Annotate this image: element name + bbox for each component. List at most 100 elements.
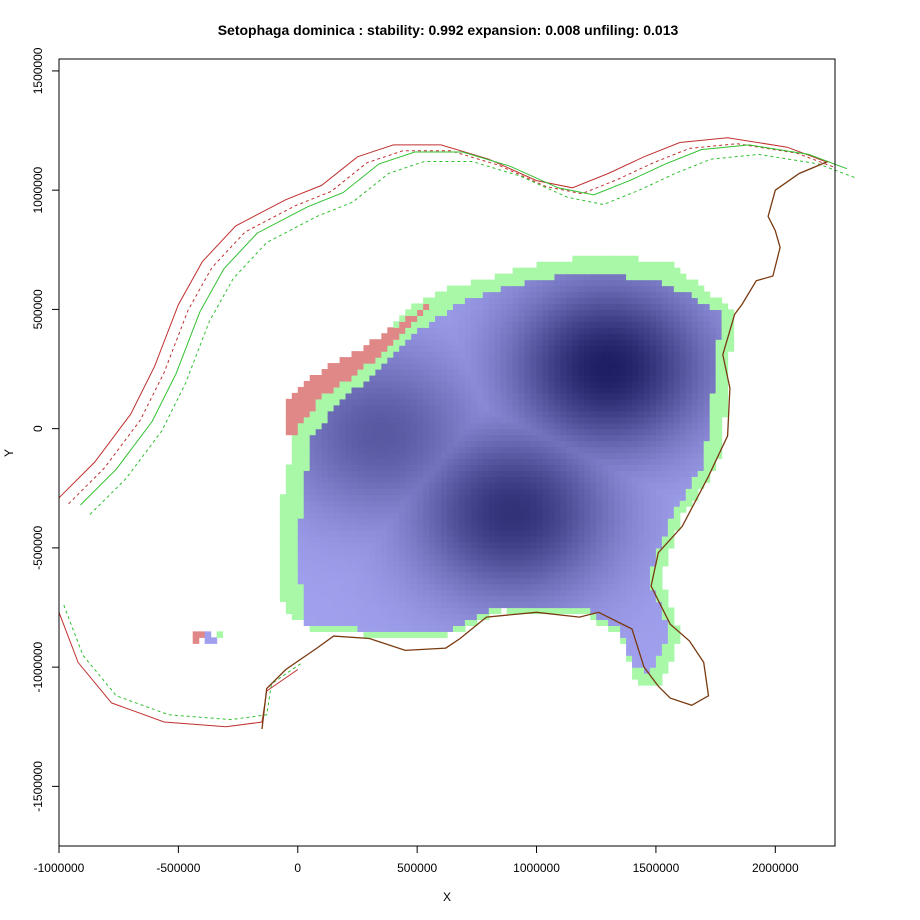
stability-cell (661, 512, 669, 519)
expansion-cell (727, 333, 735, 340)
stability-cell (351, 571, 359, 579)
stability-cell (530, 565, 538, 573)
expansion-cell (614, 255, 621, 263)
stability-cell (643, 619, 651, 627)
stability-cell (327, 428, 335, 436)
stability-cell (572, 559, 579, 567)
stability-cell (500, 410, 508, 418)
stability-cell (584, 297, 591, 305)
expansion-cell (655, 571, 663, 579)
expansion-cell (632, 255, 639, 263)
stability-cell (464, 518, 472, 525)
expansion-cell (297, 607, 305, 615)
unfilling-cell (303, 404, 311, 412)
stability-cell (333, 488, 341, 495)
stability-cell (536, 541, 544, 549)
stability-cell (530, 547, 538, 555)
stability-cell (703, 321, 711, 328)
stability-cell (542, 577, 550, 585)
stability-cell (518, 303, 526, 311)
stability-cell (423, 601, 430, 609)
stability-cell (464, 541, 472, 549)
stability-cell (518, 410, 526, 418)
stability-cell (506, 530, 514, 537)
stability-cell (470, 363, 478, 370)
stability-cell (423, 619, 430, 627)
stability-cell (590, 607, 597, 615)
expansion-cell (327, 404, 335, 412)
stability-cell (614, 601, 621, 609)
stability-cell (649, 625, 657, 632)
stability-cell (548, 374, 556, 382)
stability-cell (554, 404, 562, 412)
stability-cell (387, 518, 394, 525)
stability-cell (655, 458, 663, 466)
expansion-cell (452, 297, 460, 305)
stability-cell (476, 339, 484, 346)
stability-cell (500, 559, 508, 567)
stability-cell (667, 488, 675, 495)
stability-cell (643, 398, 651, 406)
stability-cell (494, 351, 502, 358)
stability-cell (411, 374, 418, 382)
unfilling-cell (291, 428, 299, 436)
stability-cell (578, 398, 585, 406)
stability-cell (638, 571, 645, 579)
stability-cell (572, 410, 579, 418)
stability-cell (411, 351, 418, 358)
unfilling-cell (333, 363, 341, 370)
stability-cell (620, 631, 627, 638)
stability-cell (614, 291, 621, 299)
expansion-cell (649, 577, 657, 585)
stability-cell (548, 482, 556, 489)
stability-cell (614, 565, 621, 573)
stability-cell (560, 488, 567, 495)
expansion-cell (291, 434, 299, 442)
stability-cell (560, 577, 567, 585)
stability-cell (602, 547, 609, 555)
stability-cell (429, 535, 436, 543)
stability-cell (536, 577, 544, 585)
stability-cell (441, 440, 448, 448)
stability-cell (590, 571, 597, 579)
stability-cell (685, 398, 693, 406)
stability-cell (369, 410, 376, 418)
expansion-cell (303, 440, 311, 448)
expansion-cell (452, 285, 460, 293)
stability-cell (572, 553, 579, 561)
stability-cell (345, 601, 353, 609)
stability-cell (697, 410, 705, 418)
stability-cell (536, 571, 544, 579)
stability-cell (512, 547, 520, 555)
stability-cell (464, 464, 472, 471)
stability-cell (429, 577, 436, 585)
stability-cell (411, 333, 418, 340)
stability-cell (506, 291, 514, 299)
stability-cell (381, 380, 388, 388)
stability-cell (548, 351, 556, 358)
stability-cell (620, 524, 627, 531)
stability-cell (494, 589, 502, 597)
stability-cell (649, 416, 657, 424)
stability-cell (536, 559, 544, 567)
stability-cell (297, 577, 305, 585)
stability-cell (578, 470, 585, 477)
stability-cell (643, 333, 651, 340)
expansion-cell (291, 530, 299, 537)
stability-cell (506, 357, 514, 364)
stability-cell (375, 464, 382, 471)
stability-cell (363, 392, 370, 400)
expansion-cell (661, 655, 669, 662)
stability-cell (387, 601, 394, 609)
stability-cell (679, 458, 687, 466)
stability-cell (464, 559, 472, 567)
stability-cell (506, 482, 514, 489)
stability-cell (685, 315, 693, 322)
unfilling-cell (309, 374, 317, 382)
stability-cell (476, 524, 484, 531)
stability-cell (411, 446, 418, 454)
stability-cell (339, 541, 347, 549)
stability-cell (655, 315, 663, 322)
stability-cell (649, 637, 657, 644)
stability-cell (661, 434, 669, 442)
